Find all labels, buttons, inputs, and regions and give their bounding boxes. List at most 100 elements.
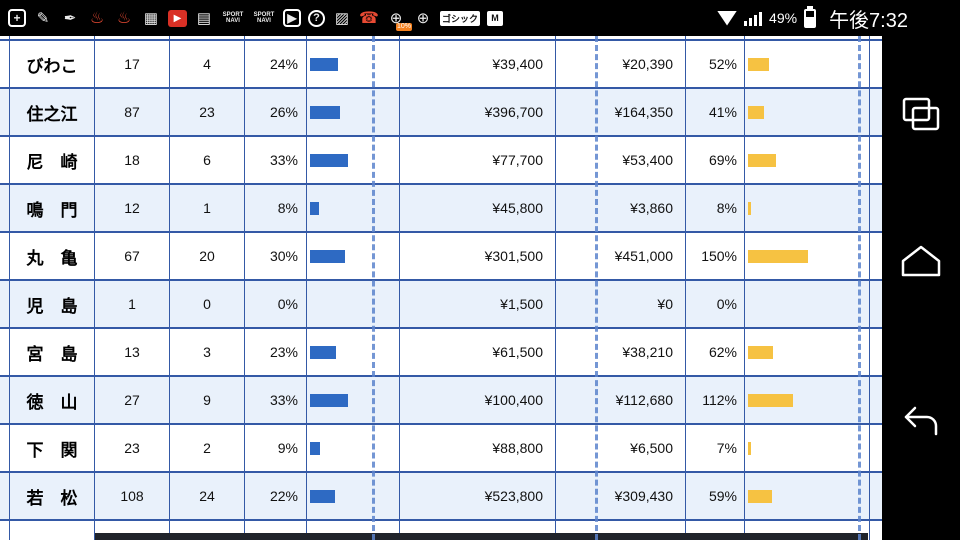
amount-cell-2[interactable]: ¥6,500 bbox=[556, 425, 686, 471]
amount-cell-2[interactable]: ¥309,430 bbox=[556, 473, 686, 519]
venue-name-cell[interactable]: 宮 島 bbox=[10, 329, 95, 375]
amount-cell-1[interactable]: ¥39,400 bbox=[400, 41, 556, 87]
count-cell-1[interactable]: 13 bbox=[95, 329, 170, 375]
percent-cell-2[interactable]: 62% bbox=[686, 329, 745, 375]
count-cell-2[interactable]: 1 bbox=[170, 185, 245, 231]
bar-cell-blue[interactable] bbox=[307, 185, 400, 231]
bar-cell-yellow[interactable] bbox=[745, 137, 870, 183]
bar-cell-yellow[interactable] bbox=[745, 281, 870, 327]
bar-cell-blue[interactable] bbox=[307, 137, 400, 183]
amount-cell-2[interactable]: ¥451,000 bbox=[556, 233, 686, 279]
amount-cell-2[interactable]: ¥164,350 bbox=[556, 89, 686, 135]
count-cell-2[interactable]: 6 bbox=[170, 137, 245, 183]
amount-cell-1[interactable]: ¥1,500 bbox=[400, 281, 556, 327]
bar-cell-blue[interactable] bbox=[307, 233, 400, 279]
amount-cell-1[interactable]: ¥77,700 bbox=[400, 137, 556, 183]
bar-cell-blue[interactable] bbox=[307, 329, 400, 375]
amount-cell-1[interactable]: ¥301,500 bbox=[400, 233, 556, 279]
bar-cell-blue[interactable] bbox=[307, 89, 400, 135]
bar-cell-yellow[interactable] bbox=[745, 89, 870, 135]
count-cell-1[interactable]: 27 bbox=[95, 377, 170, 423]
percent-cell-2[interactable]: 52% bbox=[686, 41, 745, 87]
count-cell-1[interactable]: 12 bbox=[95, 185, 170, 231]
amount-cell-1[interactable]: ¥45,800 bbox=[400, 185, 556, 231]
count-cell-2[interactable]: 9 bbox=[170, 377, 245, 423]
venue-name-cell[interactable]: 児 島 bbox=[10, 281, 95, 327]
amount-cell-2[interactable]: ¥0 bbox=[556, 281, 686, 327]
percent-cell-1[interactable]: 26% bbox=[245, 89, 307, 135]
amount-cell-2[interactable]: ¥20,390 bbox=[556, 41, 686, 87]
count-cell-1[interactable]: 108 bbox=[95, 473, 170, 519]
amount-cell-1[interactable]: ¥523,800 bbox=[400, 473, 556, 519]
back-button[interactable] bbox=[897, 401, 945, 441]
percent-cell-1[interactable]: 33% bbox=[245, 377, 307, 423]
amount-cell-2[interactable]: ¥3,860 bbox=[556, 185, 686, 231]
percent-cell-2[interactable]: 8% bbox=[686, 185, 745, 231]
data-bar-yellow bbox=[748, 57, 769, 71]
percent-cell-2[interactable]: 7% bbox=[686, 425, 745, 471]
percent-cell-2[interactable]: 59% bbox=[686, 473, 745, 519]
amount-cell-1[interactable]: ¥100,400 bbox=[400, 377, 556, 423]
percent-cell-1[interactable]: 30% bbox=[245, 233, 307, 279]
count-cell-1[interactable]: 18 bbox=[95, 137, 170, 183]
bar-cell-yellow[interactable] bbox=[745, 329, 870, 375]
amount-cell-1[interactable]: ¥396,700 bbox=[400, 89, 556, 135]
bar-cell-blue[interactable] bbox=[307, 377, 400, 423]
count-cell-2[interactable]: 4 bbox=[170, 41, 245, 87]
battery-icon bbox=[804, 5, 817, 28]
venue-name-cell[interactable]: 下 関 bbox=[10, 425, 95, 471]
red-app-icon-1: ♨ bbox=[89, 10, 105, 27]
bar-cell-yellow[interactable] bbox=[745, 473, 870, 519]
count-cell-1[interactable]: 17 bbox=[95, 41, 170, 87]
data-bar-yellow bbox=[748, 393, 793, 407]
venue-name-cell[interactable]: 住之江 bbox=[10, 89, 95, 135]
percent-cell-2[interactable]: 41% bbox=[686, 89, 745, 135]
venue-name-cell[interactable]: 若 松 bbox=[10, 473, 95, 519]
percent-cell-1[interactable]: 23% bbox=[245, 329, 307, 375]
percent-cell-1[interactable]: 9% bbox=[245, 425, 307, 471]
amount-cell-2[interactable]: ¥112,680 bbox=[556, 377, 686, 423]
bar-cell-blue[interactable] bbox=[307, 473, 400, 519]
video-red-icon: ▶ bbox=[168, 9, 187, 27]
count-cell-2[interactable]: 0 bbox=[170, 281, 245, 327]
bar-cell-yellow[interactable] bbox=[745, 233, 870, 279]
count-cell-2[interactable]: 20 bbox=[170, 233, 245, 279]
venue-name-cell[interactable]: 徳 山 bbox=[10, 377, 95, 423]
count-cell-1[interactable]: 23 bbox=[95, 425, 170, 471]
count-cell-1[interactable]: 87 bbox=[95, 89, 170, 135]
amount-cell-2[interactable]: ¥53,400 bbox=[556, 137, 686, 183]
amount-cell-1[interactable]: ¥88,800 bbox=[400, 425, 556, 471]
amount-cell-2[interactable]: ¥38,210 bbox=[556, 329, 686, 375]
count-cell-2[interactable]: 3 bbox=[170, 329, 245, 375]
recents-button[interactable] bbox=[897, 94, 945, 134]
percent-cell-1[interactable]: 0% bbox=[245, 281, 307, 327]
percent-cell-2[interactable]: 150% bbox=[686, 233, 745, 279]
bar-cell-blue[interactable] bbox=[307, 41, 400, 87]
percent-cell-1[interactable]: 33% bbox=[245, 137, 307, 183]
venue-name-cell[interactable]: びわこ bbox=[10, 41, 95, 87]
percent-cell-2[interactable]: 69% bbox=[686, 137, 745, 183]
percent-cell-1[interactable]: 22% bbox=[245, 473, 307, 519]
bar-cell-yellow[interactable] bbox=[745, 425, 870, 471]
percent-cell-1[interactable]: 24% bbox=[245, 41, 307, 87]
bar-cell-yellow[interactable] bbox=[745, 377, 870, 423]
bar-cell-yellow[interactable] bbox=[745, 41, 870, 87]
bar-cell-blue[interactable] bbox=[307, 425, 400, 471]
percent-cell-2[interactable]: 112% bbox=[686, 377, 745, 423]
status-bar[interactable]: + ✎ ✒ ♨ ♨ ▦ ▶ ▤ SPORT NAVI SPORT NAVI ▶? ▨ ☎ ⊕ 10% ⊕ ゴシッ… bbox=[0, 0, 960, 36]
venue-name-cell[interactable]: 鳴 門 bbox=[10, 185, 95, 231]
count-cell-2[interactable]: 23 bbox=[170, 89, 245, 135]
count-cell-2[interactable]: 2 bbox=[170, 425, 245, 471]
venue-name-cell[interactable]: 丸 亀 bbox=[10, 233, 95, 279]
phone-red-icon: ☎ bbox=[359, 10, 379, 27]
bar-cell-yellow[interactable] bbox=[745, 185, 870, 231]
count-cell-1[interactable]: 67 bbox=[95, 233, 170, 279]
home-button[interactable] bbox=[897, 241, 945, 281]
amount-cell-1[interactable]: ¥61,500 bbox=[400, 329, 556, 375]
percent-cell-1[interactable]: 8% bbox=[245, 185, 307, 231]
venue-name-cell[interactable]: 尼 崎 bbox=[10, 137, 95, 183]
count-cell-1[interactable]: 1 bbox=[95, 281, 170, 327]
bar-cell-blue[interactable] bbox=[307, 281, 400, 327]
count-cell-2[interactable]: 24 bbox=[170, 473, 245, 519]
percent-cell-2[interactable]: 0% bbox=[686, 281, 745, 327]
